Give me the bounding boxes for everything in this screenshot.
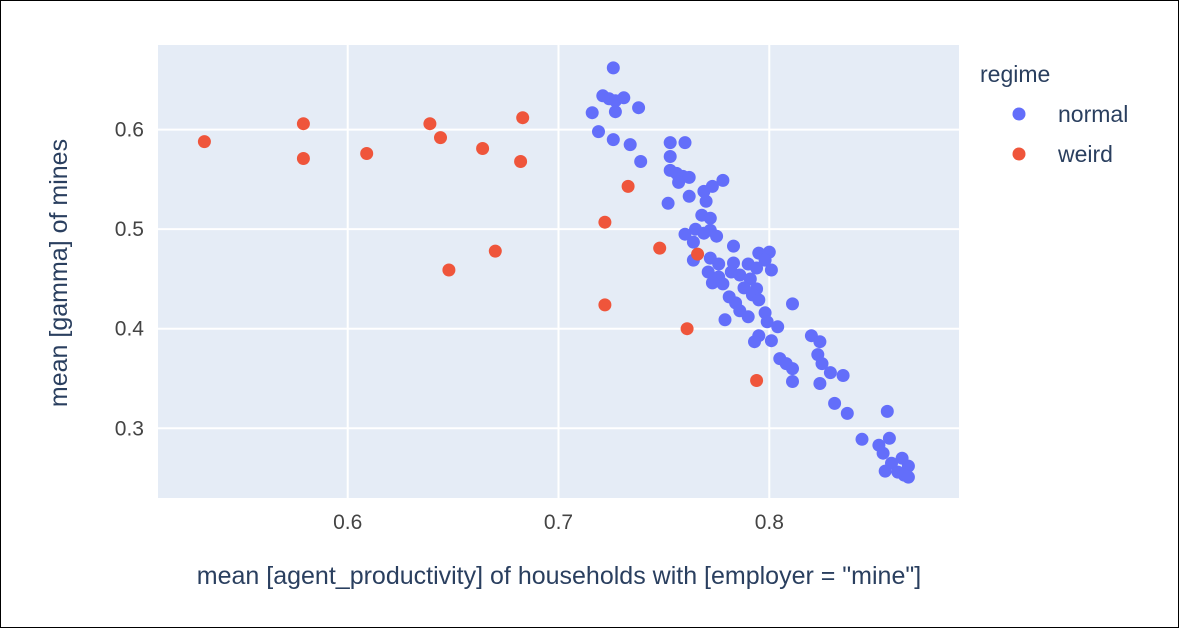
data-point-weird[interactable] [360, 147, 374, 160]
data-point-weird[interactable] [197, 135, 211, 149]
data-point-normal[interactable] [705, 179, 719, 193]
data-point-normal[interactable] [718, 313, 732, 327]
data-point-weird[interactable] [442, 263, 456, 277]
data-point-weird[interactable] [514, 155, 528, 168]
series-weird [197, 111, 764, 387]
data-point-normal[interactable] [813, 335, 827, 349]
legend-marker-normal [1012, 107, 1026, 121]
data-point-normal[interactable] [699, 194, 713, 208]
data-point-weird[interactable] [598, 298, 612, 312]
data-point-normal[interactable] [764, 263, 778, 277]
data-points [197, 61, 915, 484]
data-point-normal[interactable] [786, 362, 799, 376]
data-point-weird[interactable] [488, 244, 502, 258]
data-point-normal[interactable] [716, 173, 730, 187]
data-point-weird[interactable] [691, 247, 705, 261]
x-axis-ticks: 0.6 0.7 0.8 [333, 511, 784, 534]
data-point-weird[interactable] [476, 142, 490, 155]
data-point-normal[interactable] [608, 105, 622, 119]
data-point-normal[interactable] [786, 375, 799, 388]
data-point-normal[interactable] [836, 369, 850, 382]
x-axis-title: mean [agent_productivity] of households … [197, 562, 921, 590]
data-point-normal[interactable] [585, 106, 599, 120]
legend-label-weird: weird [1057, 141, 1113, 167]
data-point-weird[interactable] [296, 117, 310, 131]
legend-item-normal[interactable]: normal [1012, 101, 1129, 127]
data-point-normal[interactable] [697, 226, 711, 240]
data-point-weird[interactable] [423, 117, 437, 131]
data-point-normal[interactable] [823, 366, 837, 380]
data-point-normal[interactable] [606, 133, 620, 147]
data-point-normal[interactable] [678, 136, 692, 150]
data-point-normal[interactable] [686, 235, 700, 249]
legend: regime normal weird [980, 61, 1128, 167]
y-tick-label: 0.6 [115, 119, 144, 142]
data-point-normal[interactable] [701, 265, 715, 279]
y-axis-title: mean [gamma] of mines [45, 139, 73, 407]
y-tick-label: 0.3 [115, 417, 144, 440]
data-point-normal[interactable] [632, 101, 646, 115]
y-tick-label: 0.4 [115, 318, 145, 341]
data-point-weird[interactable] [516, 111, 530, 125]
legend-marker-weird [1012, 147, 1026, 161]
data-point-weird[interactable] [621, 179, 635, 193]
data-point-normal[interactable] [617, 91, 631, 105]
data-point-normal[interactable] [876, 446, 890, 460]
legend-label-normal: normal [1058, 101, 1128, 127]
data-point-normal[interactable] [705, 276, 719, 290]
data-point-normal[interactable] [741, 310, 755, 324]
legend-item-weird[interactable]: weird [1012, 141, 1113, 167]
data-point-normal[interactable] [661, 196, 675, 210]
data-point-normal[interactable] [901, 470, 915, 484]
data-point-normal[interactable] [764, 334, 778, 348]
x-tick-label: 0.7 [544, 511, 573, 534]
data-point-weird[interactable] [434, 131, 447, 145]
data-point-normal[interactable] [592, 125, 605, 139]
data-point-normal[interactable] [828, 396, 842, 410]
data-point-normal[interactable] [710, 229, 724, 243]
data-point-normal[interactable] [880, 404, 894, 418]
data-point-weird[interactable] [750, 374, 764, 387]
y-tick-label: 0.5 [115, 218, 144, 241]
data-point-normal[interactable] [771, 320, 785, 334]
data-point-normal[interactable] [712, 257, 726, 271]
data-point-normal[interactable] [727, 239, 740, 253]
data-point-normal[interactable] [623, 138, 637, 152]
data-point-normal[interactable] [815, 357, 829, 371]
x-tick-label: 0.6 [333, 511, 362, 534]
data-point-normal[interactable] [840, 406, 854, 420]
data-point-normal[interactable] [703, 211, 717, 225]
series-normal [585, 61, 915, 484]
data-point-weird[interactable] [653, 241, 667, 255]
data-point-normal[interactable] [733, 268, 747, 282]
data-point-normal[interactable] [878, 464, 892, 478]
data-point-normal[interactable] [606, 61, 620, 75]
data-point-normal[interactable] [882, 431, 896, 445]
data-point-weird[interactable] [296, 152, 310, 165]
data-point-normal[interactable] [758, 253, 772, 267]
data-point-normal[interactable] [786, 297, 799, 311]
x-tick-label: 0.8 [755, 511, 784, 534]
data-point-weird[interactable] [680, 322, 694, 336]
data-point-normal[interactable] [678, 227, 692, 241]
data-point-normal[interactable] [750, 261, 764, 275]
data-point-normal[interactable] [663, 136, 677, 150]
data-point-normal[interactable] [682, 170, 696, 184]
data-point-normal[interactable] [634, 155, 648, 168]
data-point-normal[interactable] [716, 277, 730, 291]
data-point-normal[interactable] [663, 150, 677, 163]
data-point-normal[interactable] [752, 293, 766, 307]
y-axis-ticks: 0.3 0.4 0.5 0.6 [115, 119, 145, 441]
data-point-normal[interactable] [855, 432, 869, 446]
data-point-normal[interactable] [760, 315, 774, 329]
data-point-normal[interactable] [682, 189, 696, 203]
data-point-normal[interactable] [748, 335, 761, 349]
data-point-normal[interactable] [672, 175, 686, 189]
legend-title: regime [980, 61, 1050, 87]
data-point-weird[interactable] [598, 215, 612, 229]
data-point-normal[interactable] [813, 377, 827, 390]
